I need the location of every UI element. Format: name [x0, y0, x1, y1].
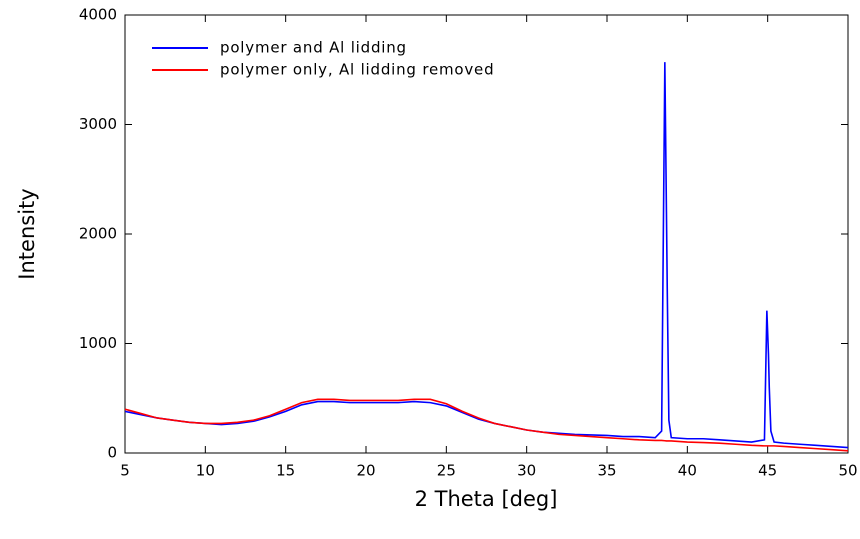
legend-label: polymer only, Al lidding removed [220, 61, 494, 79]
x-tick-label: 50 [838, 462, 857, 480]
x-tick-label: 25 [437, 462, 456, 480]
x-tick-label: 10 [196, 462, 215, 480]
x-tick-label: 20 [356, 462, 375, 480]
y-tick-label: 3000 [79, 115, 117, 133]
x-tick-label: 45 [758, 462, 777, 480]
x-tick-label: 15 [276, 462, 295, 480]
x-tick-label: 30 [517, 462, 536, 480]
legend-label: polymer and Al lidding [220, 39, 407, 57]
y-tick-label: 1000 [79, 334, 117, 352]
x-axis-label: 2 Theta [deg] [415, 487, 558, 511]
y-tick-label: 2000 [79, 225, 117, 243]
data-line [124, 398, 849, 452]
y-tick-label: 4000 [79, 6, 117, 24]
x-tick-label: 40 [678, 462, 697, 480]
data-line [124, 62, 849, 449]
y-axis-label: Intensity [15, 188, 39, 279]
plot-frame [124, 14, 849, 454]
y-tick-label: 0 [107, 444, 117, 462]
x-tick-label: 5 [120, 462, 130, 480]
x-tick-label: 35 [597, 462, 616, 480]
